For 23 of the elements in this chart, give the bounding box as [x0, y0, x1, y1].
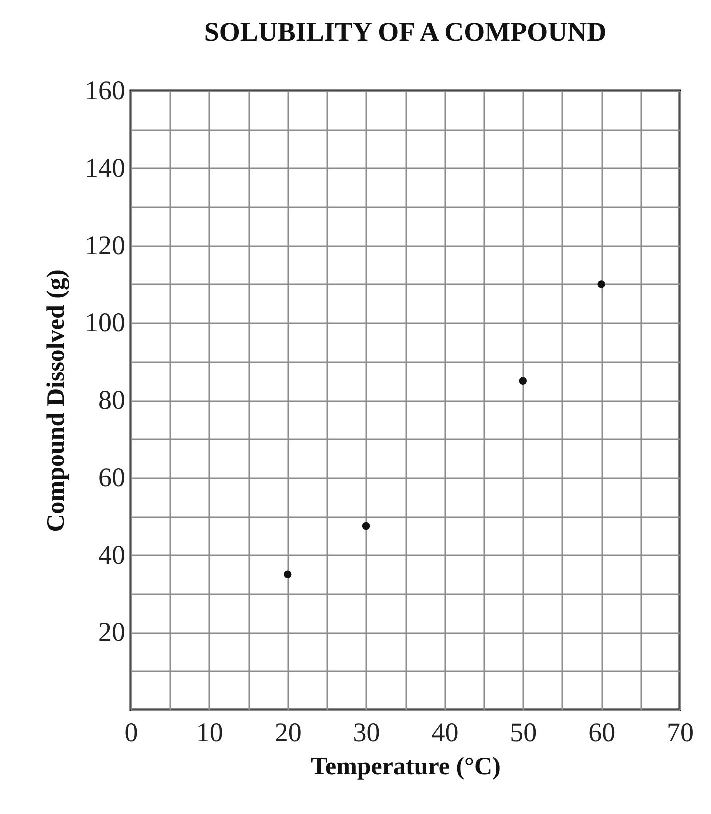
y-tick-label: 80: [98, 385, 126, 415]
y-tick-label: 100: [85, 308, 126, 338]
x-tick-label: 30: [353, 718, 380, 748]
point: [284, 570, 292, 578]
x-tick-label: 70: [667, 718, 694, 748]
y-tick-label: 60: [98, 462, 126, 492]
y-axis-title: Compound Dissolved (g): [43, 270, 70, 532]
x-axis-title: Temperature (°C): [311, 754, 501, 780]
x-tick-label: 10: [196, 718, 224, 748]
y-tick-label: 20: [98, 617, 126, 648]
point: [519, 377, 528, 386]
y-tick-label: 120: [85, 230, 126, 260]
y-tick-label: 140: [85, 152, 126, 183]
x-tick-label: 60: [588, 718, 616, 748]
x-tick-label: 20: [274, 718, 302, 748]
point: [362, 522, 370, 530]
x-tick-label: 40: [432, 718, 459, 748]
point: [598, 280, 606, 288]
x-tick-label: 0: [124, 718, 138, 748]
y-tick-label: 40: [98, 540, 126, 570]
x-tick-label: 50: [510, 718, 538, 748]
y-tick-label: 160: [85, 76, 126, 106]
chart-title: SOLUBILITY OF A COMPOUND: [204, 17, 607, 47]
